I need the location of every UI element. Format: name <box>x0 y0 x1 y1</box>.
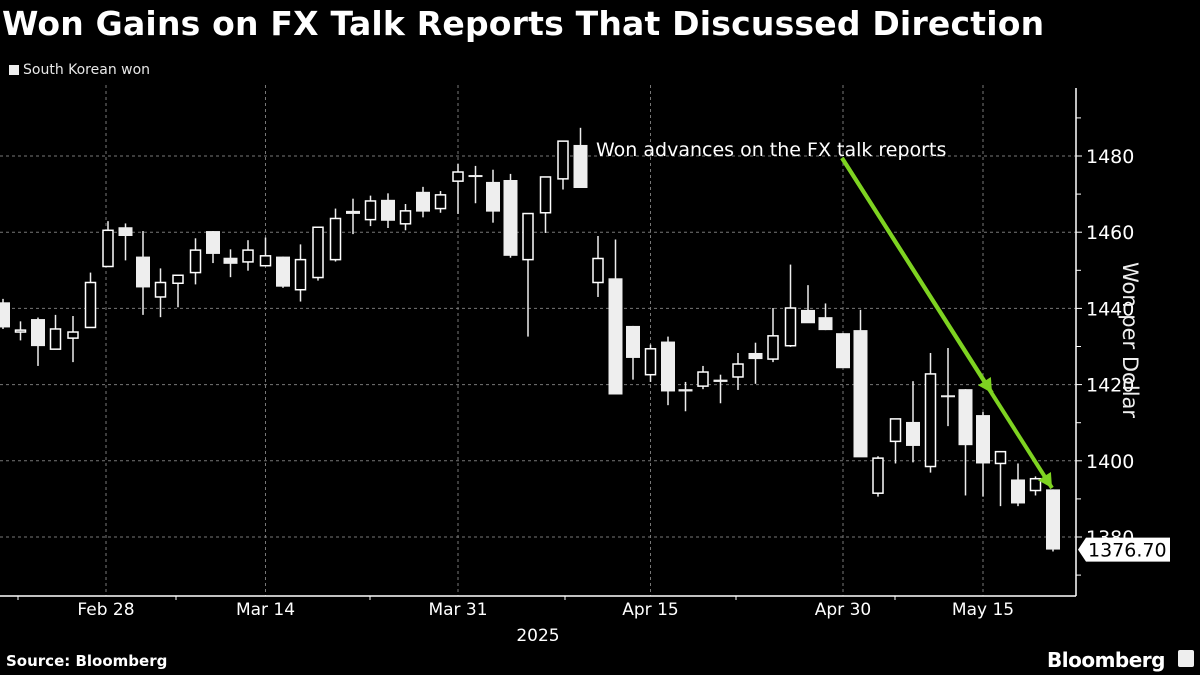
source-note: Source: Bloomberg <box>6 652 168 670</box>
candle-body-down <box>1046 489 1060 550</box>
candle-body-up <box>102 229 114 268</box>
y-tick-label: 1420 <box>1086 375 1134 397</box>
annotation-arrow-2 <box>840 156 1054 490</box>
candle-body-down <box>0 302 10 328</box>
candle-body-down <box>626 325 640 358</box>
candle-body-up <box>49 328 62 350</box>
last-value-flag <box>1078 537 1170 562</box>
candle-body-up <box>14 329 27 333</box>
candle-body-down <box>818 317 833 331</box>
candle-body-up <box>784 307 797 347</box>
candle-body-down <box>941 395 955 398</box>
candle-body-up <box>452 171 464 182</box>
x-axis-year: 2025 <box>516 626 559 646</box>
candle-body-up <box>889 418 902 443</box>
candle-body-down <box>906 421 920 446</box>
candle-body-up <box>154 281 167 298</box>
candle-body-up <box>364 200 377 221</box>
candle-body-up <box>294 258 307 291</box>
x-tick-label: Feb 28 <box>77 600 134 620</box>
annotation-text: Won advances on the FX talk reports <box>596 139 946 161</box>
y-tick-label: 1460 <box>1086 222 1134 244</box>
candle-body-down <box>416 191 430 212</box>
candle-body-down <box>836 333 850 369</box>
candle-body-down <box>678 389 693 392</box>
x-tick-label: Mar 31 <box>428 600 487 620</box>
candle-body-up <box>732 363 744 378</box>
candle-body-up <box>522 212 534 261</box>
candle-body-up <box>539 176 552 214</box>
bloomberg-logo: Bloomberg <box>1047 648 1165 672</box>
y-tick-label: 1480 <box>1086 146 1134 168</box>
candle-body-down <box>118 227 133 237</box>
candle-body-down <box>976 415 990 464</box>
y-tick-label: 1440 <box>1086 298 1134 320</box>
candle-body-down <box>223 257 238 264</box>
y-axis-label: Won per Dollar <box>1118 261 1142 419</box>
legend: South Korean won <box>9 62 150 78</box>
candle-body-up <box>872 457 884 494</box>
candle-body-up <box>924 373 937 468</box>
candle-body-down <box>136 256 150 288</box>
candle-body-down <box>31 319 45 347</box>
y-tick-label: 1400 <box>1086 451 1134 473</box>
candle-body-down <box>608 278 623 395</box>
candle-body-down <box>503 180 518 256</box>
candle-body-up <box>767 335 779 360</box>
candle-body-up <box>399 210 412 225</box>
candle-body-up <box>259 255 272 267</box>
candle-body-down <box>381 199 395 221</box>
candle-body-up <box>994 450 1007 465</box>
candle-body-up <box>644 348 657 376</box>
candle-body-down <box>853 330 868 458</box>
candle-body-up <box>557 140 569 180</box>
candle-body-down <box>1011 479 1025 504</box>
candle-body-down <box>206 231 220 254</box>
candle-body-down <box>573 144 588 189</box>
candle-body-down <box>346 210 360 214</box>
candle-body-down <box>468 175 483 178</box>
candle-body-down <box>713 379 728 382</box>
candle-body-up <box>172 274 184 285</box>
candle-body-up <box>84 281 97 329</box>
x-tick-label: Apr 30 <box>815 600 871 620</box>
candle-body-up <box>189 249 202 274</box>
candle-body-up <box>329 217 342 261</box>
x-tick-label: Apr 15 <box>622 600 678 620</box>
candle-body-up <box>242 249 254 263</box>
candle-body-down <box>661 341 675 392</box>
candle-body-down <box>748 352 763 360</box>
candle-body-up <box>697 371 709 387</box>
chart-title: Won Gains on FX Talk Reports That Discus… <box>2 4 1045 43</box>
candle-body-down <box>276 256 290 287</box>
candle-body-up <box>592 257 604 284</box>
annotation-arrow-2-head <box>1037 472 1052 488</box>
candle-body-down <box>801 309 815 324</box>
candle-body-up <box>312 226 324 279</box>
candle-body-down <box>958 389 973 446</box>
bloomberg-chart-icon <box>1178 650 1194 667</box>
candle-body-up <box>434 194 447 210</box>
x-tick-label: May 15 <box>952 600 1014 620</box>
x-tick-label: Mar 14 <box>236 600 295 620</box>
last-value-label: 1376.70 <box>1088 540 1167 562</box>
legend-label: South Korean won <box>23 62 151 78</box>
candle-body-up <box>1029 477 1042 492</box>
legend-swatch <box>9 65 19 75</box>
candle-body-down <box>486 181 500 212</box>
candle-body-up <box>67 331 79 339</box>
